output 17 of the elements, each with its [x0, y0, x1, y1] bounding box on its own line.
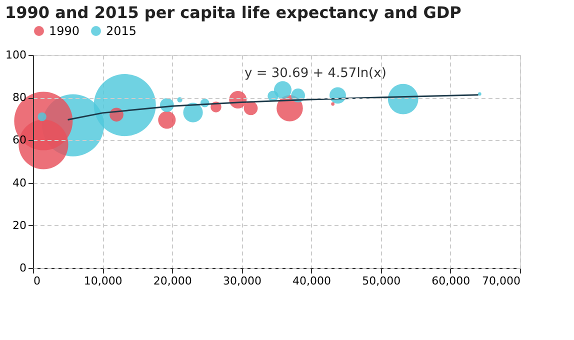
y-tick-label: 0	[20, 262, 26, 274]
x-tick-label: 30,000	[222, 274, 262, 288]
legend-label: 2015	[106, 24, 137, 38]
x-tick-label: 50,000	[362, 274, 401, 288]
x-tick-label: 20,000	[153, 274, 192, 288]
y-tick-label: 40	[12, 176, 26, 190]
x-tick-label: 0	[34, 274, 40, 288]
annotation: y = 30.69 + 4.57ln(x)	[244, 66, 386, 81]
x-tick-label: 60,000	[432, 274, 470, 288]
x-tick-label: 40,000	[292, 274, 332, 288]
x-tick-label: 70,000	[482, 274, 520, 288]
chart-title: 1990 and 2015 per capita life expectancy and GDP	[5, 3, 462, 22]
y-tick-label: 20	[12, 218, 26, 232]
legend-label: 1990	[49, 24, 80, 38]
x-tick-label: 10,000	[84, 274, 122, 288]
y-tick-label: 100	[6, 48, 26, 62]
y-tick-label: 80	[12, 91, 26, 104]
